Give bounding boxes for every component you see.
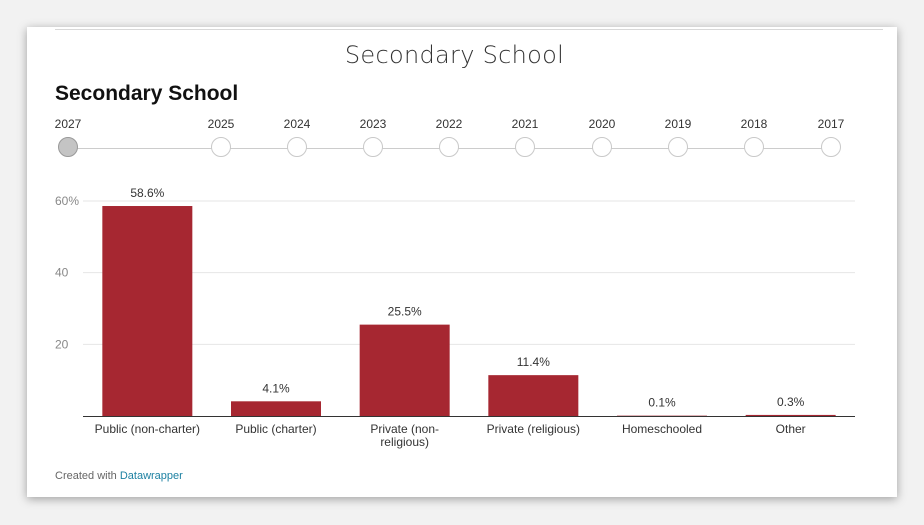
- category-label: Homeschooled: [622, 422, 702, 436]
- year-timeline: 2027 2025 2024 2023 2022 2021 2020 2019 2018 2017: [27, 27, 897, 167]
- data-label: 0.3%: [777, 395, 805, 409]
- bar: [359, 324, 450, 416]
- timeline-dot[interactable]: [515, 137, 535, 157]
- bar: [231, 401, 321, 416]
- category-label: Private (religious): [487, 422, 580, 436]
- bar: [745, 414, 836, 416]
- timeline-year-2017[interactable]: 2017: [806, 117, 856, 157]
- bar-chart: 20 40 60% 58.6% Public (non-charter) 4.1% Publ…: [55, 186, 855, 449]
- datawrapper-link[interactable]: Datawrapper: [119, 470, 183, 482]
- timeline-year-label: 2027: [54, 117, 82, 131]
- credit-line: Created with Datawrapper: [55, 470, 183, 482]
- timeline-year-label: 2018: [740, 117, 768, 131]
- timeline-dot[interactable]: [287, 137, 307, 157]
- timeline-year-label: 2022: [435, 117, 463, 131]
- timeline-year-label: 2021: [511, 117, 539, 131]
- category-label: Private (non-religious): [370, 422, 439, 449]
- timeline-dot[interactable]: [668, 137, 688, 157]
- timeline-dot[interactable]: [211, 137, 231, 157]
- timeline-dot[interactable]: [363, 137, 383, 157]
- header-title: Secondary School: [344, 41, 565, 69]
- timeline-year-label: 2019: [664, 117, 692, 131]
- timeline-year-2020[interactable]: 2020: [577, 117, 627, 157]
- chart-title: Secondary School: [55, 82, 239, 105]
- y-tick-label: 20: [55, 337, 69, 351]
- timeline-year-2023[interactable]: 2023: [348, 117, 398, 157]
- timeline-year-label: 2024: [283, 117, 311, 131]
- bar: [488, 375, 579, 416]
- timeline-year-2022[interactable]: 2022: [424, 117, 474, 157]
- timeline-dot[interactable]: [592, 137, 612, 157]
- timeline-year-label: 2020: [588, 117, 616, 131]
- chart-card: Secondary School Secondary School 2027 20…: [27, 27, 897, 497]
- timeline-year-label: 2023: [359, 117, 387, 131]
- data-label: 4.1%: [262, 381, 290, 395]
- timeline-dot[interactable]: [821, 137, 841, 157]
- data-label: 58.6%: [130, 186, 164, 200]
- data-label: 0.1%: [648, 396, 676, 410]
- timeline-year-2018[interactable]: 2018: [729, 117, 779, 157]
- timeline-year-label: 2025: [207, 117, 235, 131]
- timeline-year-2021[interactable]: 2021: [500, 117, 550, 157]
- category-label: Other: [776, 422, 806, 436]
- timeline-dot[interactable]: [58, 137, 78, 157]
- timeline-year-2019[interactable]: 2019: [653, 117, 703, 157]
- y-tick-label: 60%: [55, 194, 79, 208]
- category-label: Public (charter): [235, 422, 316, 436]
- timeline-year-label: 2017: [817, 117, 845, 131]
- timeline-dot[interactable]: [439, 137, 459, 157]
- top-divider: [55, 29, 883, 30]
- timeline-year-2027[interactable]: 2027: [43, 117, 93, 157]
- bar: [102, 206, 193, 416]
- y-tick-label: 40: [55, 266, 69, 280]
- timeline-dot[interactable]: [744, 137, 764, 157]
- data-label: 25.5%: [388, 305, 422, 319]
- category-label: Public (non-charter): [95, 422, 200, 436]
- timeline-year-2024[interactable]: 2024: [272, 117, 322, 157]
- credit-prefix: Created with: [55, 470, 117, 482]
- data-label: 11.4%: [517, 355, 550, 369]
- timeline-year-2025[interactable]: 2025: [196, 117, 246, 157]
